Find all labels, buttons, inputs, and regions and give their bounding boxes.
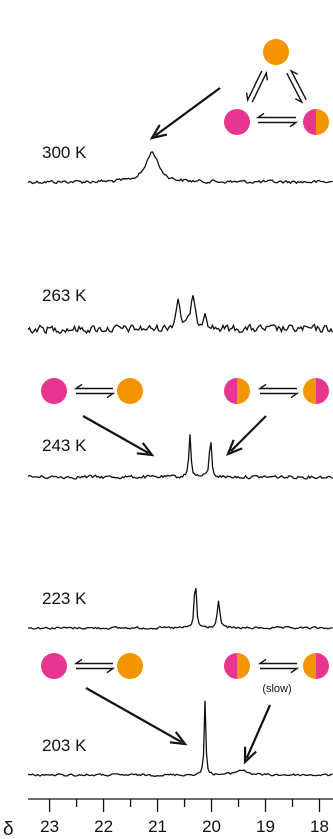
arrow-203k-left-head	[169, 731, 188, 746]
circle-orange	[117, 378, 143, 404]
equilibrium-reverse-arrow	[257, 658, 297, 665]
circle-magenta	[41, 653, 67, 679]
circle-magenta	[41, 378, 67, 404]
arrow-203k-right-head	[243, 746, 257, 765]
triangle-eq-bottom	[255, 112, 299, 128]
x-tick-label: 18	[310, 817, 329, 836]
arrow-243k-left-shaft	[82, 415, 150, 454]
half-left	[224, 378, 237, 404]
equilibrium-reverse-arrow	[251, 70, 269, 103]
temperature-label: 243 K	[42, 436, 87, 455]
equilibrium-forward-arrow	[260, 667, 300, 674]
scheme-203-right-eq	[257, 658, 300, 674]
x-tick-label: 20	[202, 817, 221, 836]
scheme-203-half-a	[224, 653, 250, 679]
x-tick-label: 22	[94, 817, 113, 836]
arrow-300k-shaft	[154, 87, 221, 137]
scheme-243-orange	[117, 378, 143, 404]
spectra-layer	[27, 151, 333, 777]
half-right	[237, 378, 250, 404]
triangle-eq-left	[245, 70, 269, 103]
temperature-label: 203 K	[42, 736, 87, 755]
scheme-203-left-eq	[73, 658, 116, 674]
equilibrium-reverse-arrow	[257, 383, 297, 390]
scheme-243-right-eq	[257, 383, 300, 399]
scheme-243-half-a	[224, 378, 250, 404]
x-tick-label: 23	[40, 817, 59, 836]
labels-layer: 300 K 263 K 243 K 223 K 203 K	[42, 143, 87, 755]
slow-annotation: (slow)	[262, 683, 291, 695]
x-tick-label: 19	[256, 817, 275, 836]
arrow-203k-right-shaft	[245, 704, 272, 759]
equilibrium-reverse-arrow	[289, 69, 307, 101]
half-right	[316, 653, 329, 679]
scheme-243-left-eq	[73, 383, 116, 399]
temperature-label: 263 K	[42, 286, 87, 305]
scheme-203-magenta	[41, 653, 67, 679]
spectrum-trace-203k	[27, 700, 333, 777]
equilibrium-reverse-arrow	[255, 112, 296, 119]
half-right	[316, 378, 329, 404]
scheme-203-half-b	[303, 653, 329, 679]
arrow-243k-right-shaft	[230, 415, 267, 452]
half-right	[237, 653, 250, 679]
temperature-label: 300 K	[42, 143, 87, 162]
equilibrium-forward-arrow	[258, 121, 299, 128]
half-right	[316, 109, 329, 135]
x-axis-symbol: δ	[3, 819, 14, 839]
x-axis: 23 22 21 20 19 18 δ	[3, 798, 333, 839]
half-left	[303, 653, 316, 679]
triangle-eq-right	[286, 69, 307, 104]
arrow-300k-head	[149, 124, 168, 140]
equilibrium-reverse-arrow	[73, 383, 113, 390]
arrow-243k-right-head	[226, 439, 243, 456]
arrow-243k-left-head	[136, 442, 155, 457]
arrow-layer	[82, 87, 272, 765]
scheme-243-magenta	[41, 378, 67, 404]
circle-magenta	[224, 109, 250, 135]
x-tick-label: 21	[148, 817, 167, 836]
arrow-203k-left-shaft	[85, 687, 183, 743]
scheme-layer: (slow)	[41, 39, 329, 695]
equilibrium-forward-arrow	[76, 667, 116, 674]
equilibrium-reverse-arrow	[73, 658, 113, 665]
scheme-203-orange	[117, 653, 143, 679]
spectrum-trace-223k	[27, 588, 333, 630]
half-left	[224, 653, 237, 679]
circle-orange	[117, 653, 143, 679]
equilibrium-forward-arrow	[76, 392, 116, 399]
scheme-243-half-b	[303, 378, 329, 404]
scheme-triangle-orange	[263, 39, 289, 65]
equilibrium-forward-arrow	[286, 72, 304, 104]
spectrum-trace-263k	[27, 295, 333, 335]
equilibrium-forward-arrow	[260, 392, 300, 399]
temperature-label: 223 K	[42, 589, 87, 608]
circle-orange	[263, 39, 289, 65]
spectrum-trace-243k	[27, 434, 333, 480]
half-left	[303, 109, 316, 135]
half-left	[303, 378, 316, 404]
scheme-triangle-half	[303, 109, 329, 135]
scheme-triangle-magenta	[224, 109, 250, 135]
spectrum-trace-300k	[27, 151, 333, 185]
equilibrium-forward-arrow	[245, 70, 263, 103]
